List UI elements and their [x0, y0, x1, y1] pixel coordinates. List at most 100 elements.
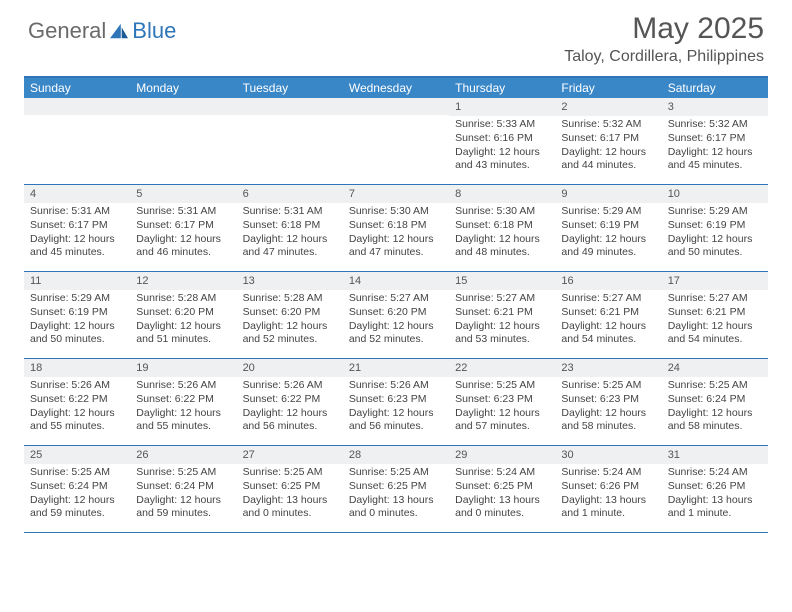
day-cell: 31Sunrise: 5:24 AMSunset: 6:26 PMDayligh… [662, 446, 768, 532]
sunset-text: Sunset: 6:21 PM [668, 306, 762, 320]
day-number [237, 98, 343, 115]
day-body: Sunrise: 5:26 AMSunset: 6:22 PMDaylight:… [24, 377, 130, 438]
sunrise-text: Sunrise: 5:29 AM [561, 205, 655, 219]
sunrise-text: Sunrise: 5:25 AM [30, 466, 124, 480]
daylight-text: Daylight: 12 hours and 53 minutes. [455, 320, 549, 347]
sunrise-text: Sunrise: 5:27 AM [561, 292, 655, 306]
day-cell: 8Sunrise: 5:30 AMSunset: 6:18 PMDaylight… [449, 185, 555, 271]
day-number: 6 [237, 185, 343, 203]
day-cell: 4Sunrise: 5:31 AMSunset: 6:17 PMDaylight… [24, 185, 130, 271]
day-body: Sunrise: 5:25 AMSunset: 6:23 PMDaylight:… [555, 377, 661, 438]
day-cell: 17Sunrise: 5:27 AMSunset: 6:21 PMDayligh… [662, 272, 768, 358]
day-cell: 22Sunrise: 5:25 AMSunset: 6:23 PMDayligh… [449, 359, 555, 445]
daylight-text: Daylight: 12 hours and 55 minutes. [30, 407, 124, 434]
day-number: 31 [662, 446, 768, 464]
day-number: 16 [555, 272, 661, 290]
day-cell: 9Sunrise: 5:29 AMSunset: 6:19 PMDaylight… [555, 185, 661, 271]
day-cell: 12Sunrise: 5:28 AMSunset: 6:20 PMDayligh… [130, 272, 236, 358]
daylight-text: Daylight: 12 hours and 57 minutes. [455, 407, 549, 434]
brand-logo: General Blue [28, 12, 176, 44]
dow-thursday: Thursday [449, 78, 555, 98]
day-body: Sunrise: 5:28 AMSunset: 6:20 PMDaylight:… [237, 290, 343, 351]
day-number: 15 [449, 272, 555, 290]
day-number: 18 [24, 359, 130, 377]
sunrise-text: Sunrise: 5:29 AM [668, 205, 762, 219]
sunrise-text: Sunrise: 5:31 AM [243, 205, 337, 219]
sunrise-text: Sunrise: 5:26 AM [30, 379, 124, 393]
day-body: Sunrise: 5:25 AMSunset: 6:25 PMDaylight:… [237, 464, 343, 525]
sunset-text: Sunset: 6:20 PM [243, 306, 337, 320]
day-body: Sunrise: 5:31 AMSunset: 6:17 PMDaylight:… [130, 203, 236, 264]
daylight-text: Daylight: 13 hours and 1 minute. [561, 494, 655, 521]
sunset-text: Sunset: 6:25 PM [243, 480, 337, 494]
day-number: 19 [130, 359, 236, 377]
day-cell: 25Sunrise: 5:25 AMSunset: 6:24 PMDayligh… [24, 446, 130, 532]
day-cell [130, 98, 236, 184]
sunset-text: Sunset: 6:22 PM [30, 393, 124, 407]
day-number [24, 98, 130, 115]
sunset-text: Sunset: 6:19 PM [561, 219, 655, 233]
day-number: 8 [449, 185, 555, 203]
day-cell: 10Sunrise: 5:29 AMSunset: 6:19 PMDayligh… [662, 185, 768, 271]
sunset-text: Sunset: 6:20 PM [349, 306, 443, 320]
sunrise-text: Sunrise: 5:27 AM [455, 292, 549, 306]
day-cell: 3Sunrise: 5:32 AMSunset: 6:17 PMDaylight… [662, 98, 768, 184]
sunset-text: Sunset: 6:21 PM [561, 306, 655, 320]
daylight-text: Daylight: 12 hours and 56 minutes. [243, 407, 337, 434]
day-number: 29 [449, 446, 555, 464]
sunset-text: Sunset: 6:25 PM [349, 480, 443, 494]
week-row: 25Sunrise: 5:25 AMSunset: 6:24 PMDayligh… [24, 446, 768, 533]
dow-saturday: Saturday [662, 78, 768, 98]
day-number: 30 [555, 446, 661, 464]
week-row: 18Sunrise: 5:26 AMSunset: 6:22 PMDayligh… [24, 359, 768, 446]
day-cell: 1Sunrise: 5:33 AMSunset: 6:16 PMDaylight… [449, 98, 555, 184]
day-number: 11 [24, 272, 130, 290]
day-cell: 24Sunrise: 5:25 AMSunset: 6:24 PMDayligh… [662, 359, 768, 445]
day-number: 22 [449, 359, 555, 377]
day-cell: 27Sunrise: 5:25 AMSunset: 6:25 PMDayligh… [237, 446, 343, 532]
sunrise-text: Sunrise: 5:26 AM [243, 379, 337, 393]
daylight-text: Daylight: 12 hours and 45 minutes. [30, 233, 124, 260]
sunset-text: Sunset: 6:19 PM [668, 219, 762, 233]
sunset-text: Sunset: 6:20 PM [136, 306, 230, 320]
sunrise-text: Sunrise: 5:28 AM [136, 292, 230, 306]
day-cell: 6Sunrise: 5:31 AMSunset: 6:18 PMDaylight… [237, 185, 343, 271]
day-number: 20 [237, 359, 343, 377]
day-body: Sunrise: 5:29 AMSunset: 6:19 PMDaylight:… [662, 203, 768, 264]
sunset-text: Sunset: 6:18 PM [455, 219, 549, 233]
sunrise-text: Sunrise: 5:27 AM [668, 292, 762, 306]
day-number: 17 [662, 272, 768, 290]
sunrise-text: Sunrise: 5:25 AM [136, 466, 230, 480]
day-body: Sunrise: 5:32 AMSunset: 6:17 PMDaylight:… [662, 116, 768, 177]
day-cell: 16Sunrise: 5:27 AMSunset: 6:21 PMDayligh… [555, 272, 661, 358]
day-body: Sunrise: 5:26 AMSunset: 6:22 PMDaylight:… [130, 377, 236, 438]
day-cell: 28Sunrise: 5:25 AMSunset: 6:25 PMDayligh… [343, 446, 449, 532]
day-body: Sunrise: 5:29 AMSunset: 6:19 PMDaylight:… [555, 203, 661, 264]
daylight-text: Daylight: 12 hours and 47 minutes. [243, 233, 337, 260]
day-cell [24, 98, 130, 184]
sunrise-text: Sunrise: 5:25 AM [455, 379, 549, 393]
day-number: 21 [343, 359, 449, 377]
day-number: 4 [24, 185, 130, 203]
sunrise-text: Sunrise: 5:32 AM [668, 118, 762, 132]
sunset-text: Sunset: 6:22 PM [136, 393, 230, 407]
daylight-text: Daylight: 12 hours and 58 minutes. [561, 407, 655, 434]
sunset-text: Sunset: 6:17 PM [30, 219, 124, 233]
weeks-container: 1Sunrise: 5:33 AMSunset: 6:16 PMDaylight… [24, 98, 768, 533]
daylight-text: Daylight: 12 hours and 44 minutes. [561, 146, 655, 173]
daylight-text: Daylight: 12 hours and 59 minutes. [30, 494, 124, 521]
day-number: 14 [343, 272, 449, 290]
sunrise-text: Sunrise: 5:32 AM [561, 118, 655, 132]
day-body: Sunrise: 5:30 AMSunset: 6:18 PMDaylight:… [449, 203, 555, 264]
sunrise-text: Sunrise: 5:33 AM [455, 118, 549, 132]
daylight-text: Daylight: 12 hours and 58 minutes. [668, 407, 762, 434]
day-body: Sunrise: 5:26 AMSunset: 6:23 PMDaylight:… [343, 377, 449, 438]
day-cell: 21Sunrise: 5:26 AMSunset: 6:23 PMDayligh… [343, 359, 449, 445]
daylight-text: Daylight: 12 hours and 49 minutes. [561, 233, 655, 260]
sunrise-text: Sunrise: 5:27 AM [349, 292, 443, 306]
day-body: Sunrise: 5:25 AMSunset: 6:24 PMDaylight:… [662, 377, 768, 438]
daylight-text: Daylight: 12 hours and 56 minutes. [349, 407, 443, 434]
sunset-text: Sunset: 6:23 PM [561, 393, 655, 407]
daylight-text: Daylight: 12 hours and 52 minutes. [349, 320, 443, 347]
day-cell: 26Sunrise: 5:25 AMSunset: 6:24 PMDayligh… [130, 446, 236, 532]
